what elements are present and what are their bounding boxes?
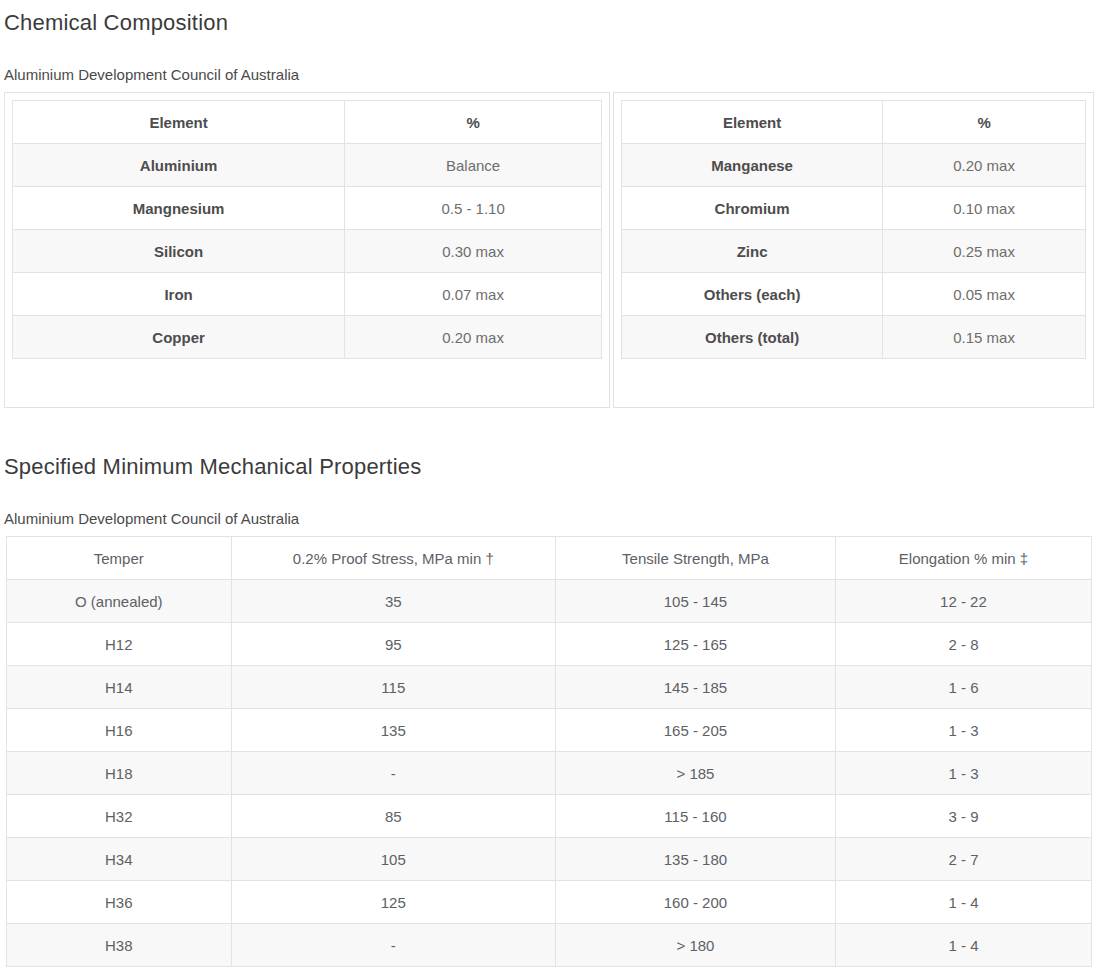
- value-cell: 2 - 7: [835, 838, 1091, 881]
- row-label-cell: H38: [7, 924, 232, 967]
- value-cell: 135: [231, 709, 555, 752]
- row-label-cell: O (annealed): [7, 580, 232, 623]
- value-cell: -: [231, 924, 555, 967]
- table-row: Others (each)0.05 max: [622, 273, 1086, 316]
- composition-right-table: Element % Manganese0.20 maxChromium0.10 …: [621, 100, 1086, 359]
- row-label-cell: Others (each): [622, 273, 883, 316]
- value-cell: 115: [231, 666, 555, 709]
- page-title: Specified Minimum Mechanical Properties: [4, 454, 1097, 480]
- table-row: Iron0.07 max: [13, 273, 602, 316]
- section-mechanical-properties: Specified Minimum Mechanical Properties …: [4, 454, 1097, 967]
- value-cell: 165 - 205: [556, 709, 836, 752]
- table-row: Copper0.20 max: [13, 316, 602, 359]
- value-cell: 0.05 max: [883, 273, 1086, 316]
- row-label-cell: Chromium: [622, 187, 883, 230]
- row-label-cell: H34: [7, 838, 232, 881]
- value-cell: 1 - 4: [835, 881, 1091, 924]
- table-row: Chromium0.10 max: [622, 187, 1086, 230]
- row-label-cell: H18: [7, 752, 232, 795]
- value-cell: 0.10 max: [883, 187, 1086, 230]
- composition-right-panel: Element % Manganese0.20 maxChromium0.10 …: [613, 92, 1094, 408]
- composition-left-table: Element % AluminiumBalanceMangnesium0.5 …: [12, 100, 602, 359]
- table-header-cell: %: [883, 101, 1086, 144]
- row-label-cell: Aluminium: [13, 144, 345, 187]
- value-cell: 0.25 max: [883, 230, 1086, 273]
- value-cell: 1 - 3: [835, 752, 1091, 795]
- table-header-row: Temper 0.2% Proof Stress, MPa min † Tens…: [7, 537, 1092, 580]
- row-label-cell: H32: [7, 795, 232, 838]
- value-cell: 0.15 max: [883, 316, 1086, 359]
- value-cell: 0.20 max: [345, 316, 602, 359]
- value-cell: 105 - 145: [556, 580, 836, 623]
- value-cell: 105: [231, 838, 555, 881]
- table-row: H36125160 - 2001 - 4: [7, 881, 1092, 924]
- table-row: Others (total)0.15 max: [622, 316, 1086, 359]
- table-header-row: Element %: [622, 101, 1086, 144]
- table-row: H18-> 1851 - 3: [7, 752, 1092, 795]
- page: Chemical Composition Aluminium Developme…: [4, 10, 1097, 967]
- table-row: Manganese0.20 max: [622, 144, 1086, 187]
- table-header-row: Element %: [13, 101, 602, 144]
- value-cell: > 180: [556, 924, 836, 967]
- value-cell: 12 - 22: [835, 580, 1091, 623]
- value-cell: 135 - 180: [556, 838, 836, 881]
- table-header-cell: Element: [13, 101, 345, 144]
- row-label-cell: Mangnesium: [13, 187, 345, 230]
- composition-left-panel: Element % AluminiumBalanceMangnesium0.5 …: [4, 92, 610, 408]
- composition-panels: Element % AluminiumBalanceMangnesium0.5 …: [4, 92, 1097, 408]
- table-row: H3285115 - 1603 - 9: [7, 795, 1092, 838]
- section-subtitle: Aluminium Development Council of Austral…: [4, 510, 1097, 527]
- value-cell: 115 - 160: [556, 795, 836, 838]
- value-cell: 1 - 4: [835, 924, 1091, 967]
- value-cell: 3 - 9: [835, 795, 1091, 838]
- value-cell: 2 - 8: [835, 623, 1091, 666]
- row-label-cell: Silicon: [13, 230, 345, 273]
- value-cell: 85: [231, 795, 555, 838]
- table-row: O (annealed)35105 - 14512 - 22: [7, 580, 1092, 623]
- page-title: Chemical Composition: [4, 10, 1097, 36]
- table-row: AluminiumBalance: [13, 144, 602, 187]
- value-cell: 125 - 165: [556, 623, 836, 666]
- table-row: Mangnesium0.5 - 1.10: [13, 187, 602, 230]
- value-cell: 35: [231, 580, 555, 623]
- row-label-cell: Others (total): [622, 316, 883, 359]
- row-label-cell: H12: [7, 623, 232, 666]
- row-label-cell: Iron: [13, 273, 345, 316]
- row-label-cell: Zinc: [622, 230, 883, 273]
- value-cell: -: [231, 752, 555, 795]
- table-header-cell: Temper: [7, 537, 232, 580]
- table-row: H14115145 - 1851 - 6: [7, 666, 1092, 709]
- table-header-cell: Element: [622, 101, 883, 144]
- value-cell: 0.07 max: [345, 273, 602, 316]
- table-row: H34105135 - 1802 - 7: [7, 838, 1092, 881]
- section-subtitle: Aluminium Development Council of Austral…: [4, 66, 1097, 83]
- value-cell: 95: [231, 623, 555, 666]
- table-row: Silicon0.30 max: [13, 230, 602, 273]
- row-label-cell: H16: [7, 709, 232, 752]
- value-cell: 0.20 max: [883, 144, 1086, 187]
- table-row: H16135165 - 2051 - 3: [7, 709, 1092, 752]
- table-header-cell: 0.2% Proof Stress, MPa min †: [231, 537, 555, 580]
- table-row: H1295125 - 1652 - 8: [7, 623, 1092, 666]
- value-cell: 1 - 3: [835, 709, 1091, 752]
- table-row: Zinc0.25 max: [622, 230, 1086, 273]
- table-header-cell: Elongation % min ‡: [835, 537, 1091, 580]
- value-cell: 160 - 200: [556, 881, 836, 924]
- row-label-cell: H36: [7, 881, 232, 924]
- table-header-cell: %: [345, 101, 602, 144]
- value-cell: 0.30 max: [345, 230, 602, 273]
- value-cell: Balance: [345, 144, 602, 187]
- value-cell: 125: [231, 881, 555, 924]
- mechanical-properties-table: Temper 0.2% Proof Stress, MPa min † Tens…: [6, 536, 1092, 967]
- value-cell: > 185: [556, 752, 836, 795]
- table-header-cell: Tensile Strength, MPa: [556, 537, 836, 580]
- value-cell: 0.5 - 1.10: [345, 187, 602, 230]
- value-cell: 145 - 185: [556, 666, 836, 709]
- value-cell: 1 - 6: [835, 666, 1091, 709]
- row-label-cell: H14: [7, 666, 232, 709]
- section-chemical-composition: Chemical Composition Aluminium Developme…: [4, 10, 1097, 408]
- table-row: H38-> 1801 - 4: [7, 924, 1092, 967]
- row-label-cell: Copper: [13, 316, 345, 359]
- row-label-cell: Manganese: [622, 144, 883, 187]
